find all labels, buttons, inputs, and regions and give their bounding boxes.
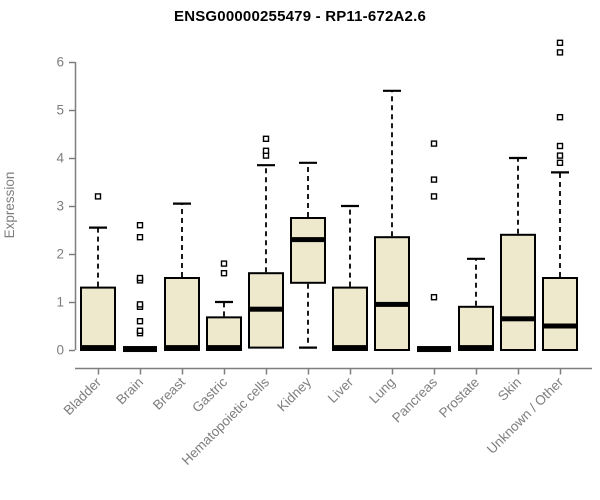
median-bar <box>207 345 241 351</box>
box-rect <box>206 316 242 351</box>
box-lung <box>374 89 410 351</box>
outlier-point <box>136 274 144 282</box>
outlier-point <box>556 113 564 121</box>
x-tick-label: Brain <box>113 375 146 408</box>
box-rect <box>458 305 494 351</box>
chart-title: ENSG00000255479 - RP11-672A2.6 <box>173 8 426 25</box>
x-tick-label: Unknown / Other <box>484 374 567 457</box>
outlier-point <box>556 159 564 167</box>
box-kidney <box>290 161 326 349</box>
x-tick-label: Pancreas <box>389 374 440 425</box>
x-tick-label: Kidney <box>274 374 314 414</box>
x-tick-label: Bladder <box>61 374 105 418</box>
outlier-point <box>220 270 228 277</box>
outlier-point <box>220 260 228 267</box>
box-bladder <box>80 193 116 352</box>
outlier-point <box>556 152 564 159</box>
outlier-point <box>94 193 102 200</box>
box-rect <box>332 286 368 352</box>
box-pancreas <box>417 140 451 353</box>
median-bar <box>501 316 535 322</box>
y-tick-label: 6 <box>56 55 64 70</box>
outlier-point <box>430 294 438 301</box>
median-bar <box>543 323 577 329</box>
box-rect <box>80 286 116 352</box>
y-axis-title: Expression <box>2 172 17 239</box>
y-tick-label: 1 <box>56 295 64 310</box>
outlier-point <box>262 135 270 143</box>
box-rect <box>500 233 536 351</box>
median-bar <box>165 345 199 351</box>
median-bar <box>459 345 493 351</box>
y-tick-label: 4 <box>56 151 64 166</box>
outlier-point <box>430 140 438 147</box>
x-tick-label: Skin <box>495 375 524 404</box>
box-rect <box>164 277 200 351</box>
box-hematopoietic-cells <box>248 135 284 349</box>
x-tick-label: Breast <box>150 374 188 412</box>
box-skin <box>500 156 536 351</box>
outlier-point <box>556 49 564 56</box>
x-tick-label: Lung <box>366 375 398 407</box>
box-rect <box>374 236 410 351</box>
median-bar <box>291 237 325 243</box>
collapsed-box-bar <box>123 346 157 353</box>
box-brain <box>123 221 157 353</box>
outlier-point <box>556 39 564 46</box>
box-breast <box>164 202 200 351</box>
x-tick-label: Liver <box>325 374 357 406</box>
median-bar <box>249 306 283 312</box>
x-tick-label: Prostate <box>436 375 482 421</box>
median-bar <box>333 345 367 351</box>
box-unknown-other <box>542 39 578 351</box>
y-tick-label: 3 <box>56 199 64 214</box>
box-rect <box>290 217 326 284</box>
box-prostate <box>458 257 494 351</box>
y-tick-label: 2 <box>56 247 64 262</box>
outlier-point <box>556 142 564 150</box>
box-liver <box>332 204 368 352</box>
box-rect <box>542 277 578 351</box>
outlier-point <box>430 176 438 183</box>
median-bar <box>375 301 409 307</box>
outlier-point <box>136 221 144 229</box>
box-gastric <box>206 260 242 351</box>
y-tick-label: 0 <box>56 343 64 358</box>
outlier-point <box>430 193 438 200</box>
outlier-point <box>136 301 144 308</box>
x-tick-label: Gastric <box>189 374 230 415</box>
outlier-point <box>136 318 144 325</box>
outlier-point <box>136 233 144 241</box>
outlier-point <box>136 327 144 334</box>
outlier-point <box>262 147 270 155</box>
y-tick-label: 5 <box>56 103 64 118</box>
collapsed-box-bar <box>417 346 451 353</box>
median-bar <box>81 345 115 351</box>
